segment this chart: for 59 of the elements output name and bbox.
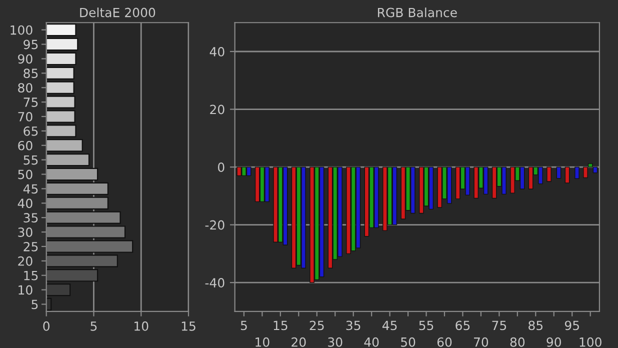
y-tick-label: 20 (210, 104, 224, 114)
bar (46, 153, 90, 166)
y-tick-label: -40 (205, 278, 224, 288)
x-tick-label: 95 (564, 320, 579, 330)
x-tick-label: 10 (256, 337, 270, 347)
y-tick-label: 85 (24, 68, 38, 78)
y-tick-label: 95 (24, 40, 38, 50)
x-tick-label: 100 (580, 337, 602, 347)
x-tick-label: 75 (492, 320, 506, 330)
y-tick-label: 25 (24, 242, 38, 252)
y-tick-label: 55 (24, 155, 38, 165)
y-tick-label: 20 (18, 256, 32, 266)
x-tick-label: 40 (364, 337, 379, 347)
x-tick-label: 25 (310, 320, 324, 330)
x-tick-label: 45 (382, 320, 397, 330)
y-tick-label: -20 (205, 220, 224, 230)
y-tick-label: 30 (18, 228, 32, 237)
x-tick-label: 20 (292, 337, 306, 347)
chart-title: RGB Balance (378, 8, 457, 18)
y-tick-label: 0 (218, 162, 224, 172)
bar (46, 269, 98, 282)
y-tick-label: 5 (32, 300, 38, 310)
x-tick-label: 50 (401, 337, 416, 347)
x-tick-label: 5 (90, 322, 97, 331)
x-tick-label: 65 (456, 320, 470, 330)
x-tick-label: 0 (43, 321, 50, 331)
y-tick-label: 50 (18, 170, 32, 180)
x-tick-label: 15 (182, 322, 196, 331)
bar (46, 38, 78, 51)
x-tick-label: 90 (546, 337, 562, 347)
x-tick-label: 80 (510, 337, 525, 347)
bar (46, 52, 76, 66)
bar (46, 283, 71, 296)
bar (46, 24, 76, 36)
y-tick-label: 40 (210, 46, 224, 56)
y-tick-label: 75 (24, 98, 38, 107)
bar (46, 66, 74, 80)
y-tick-label: 100 (10, 25, 32, 35)
x-tick-label: 15 (274, 320, 288, 330)
y-tick-label: 15 (24, 270, 38, 280)
x-tick-label: 60 (437, 337, 452, 347)
y-tick-label: 70 (18, 112, 32, 122)
y-tick-label: 10 (18, 285, 32, 295)
y-tick-label: 65 (24, 126, 38, 136)
x-tick-label: 30 (328, 337, 342, 347)
x-tick-label: 10 (134, 321, 148, 331)
y-tick-label: 60 (18, 140, 32, 150)
bar (46, 168, 98, 181)
x-tick-label: 35 (346, 320, 360, 330)
x-tick-label: 55 (419, 320, 434, 330)
x-tick-label: 70 (474, 337, 488, 347)
y-tick-label: 90 (18, 54, 32, 64)
y-tick-label: 45 (23, 184, 38, 194)
y-tick-label: 80 (18, 83, 32, 93)
y-tick-label: 40 (18, 198, 32, 208)
chart-title: DeltaE 2000 (80, 8, 156, 18)
x-tick-label: 5 (240, 320, 247, 330)
y-tick-label: 35 (24, 213, 38, 223)
x-tick-label: 85 (528, 320, 543, 330)
